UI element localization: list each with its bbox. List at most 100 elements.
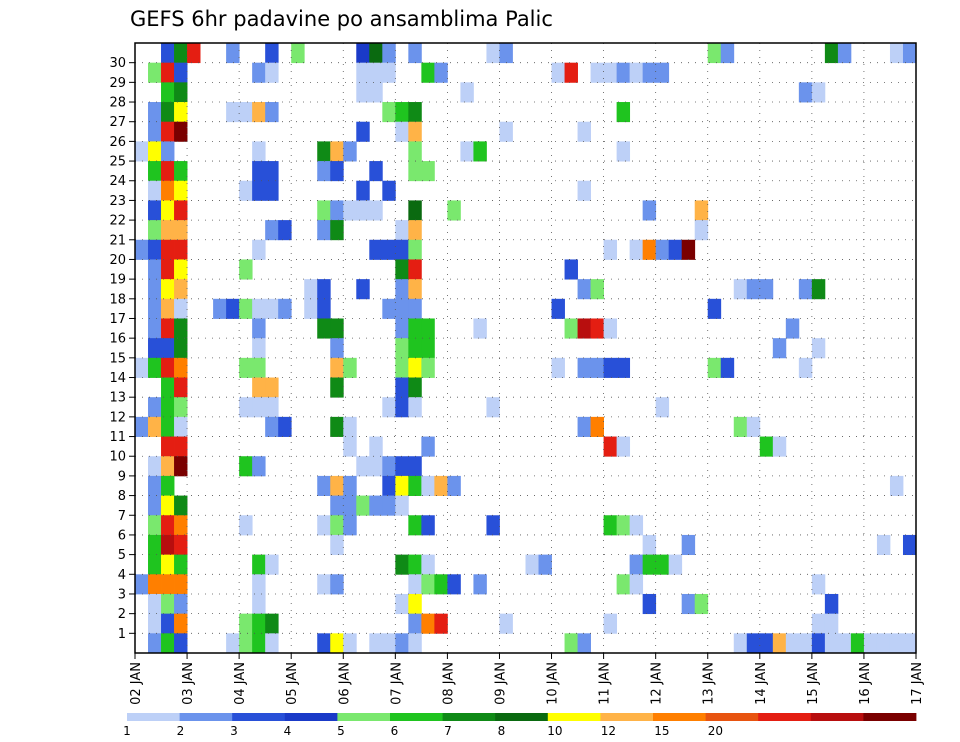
heatmap-cell — [720, 43, 735, 64]
y-tick-label: 11 — [109, 430, 126, 445]
colorbar-label: 1 — [123, 724, 131, 738]
heatmap-cell — [252, 338, 266, 359]
heatmap-cell — [421, 436, 435, 457]
heatmap-cell — [174, 298, 188, 319]
x-tick-label: 13 JAN — [702, 662, 717, 705]
colorbar-swatch — [653, 713, 706, 721]
heatmap-cell — [148, 475, 162, 496]
heatmap-cell — [161, 436, 175, 457]
heatmap-cell — [278, 416, 292, 437]
colorbar-label: 10 — [547, 724, 562, 738]
heatmap-cell — [590, 318, 604, 339]
colorbar-swatch — [547, 713, 601, 721]
heatmap-cell — [408, 259, 422, 280]
heatmap-cell — [642, 239, 657, 260]
heatmap-cell — [798, 82, 813, 103]
heatmap-cell — [447, 475, 461, 496]
heatmap-cell — [174, 220, 188, 241]
x-tick-label: 08 JAN — [441, 662, 456, 705]
heatmap-cell — [174, 613, 188, 634]
heatmap-cell — [421, 318, 435, 339]
heatmap-cell — [616, 357, 631, 378]
heatmap-cell — [421, 161, 435, 182]
heatmap-cell — [174, 338, 188, 359]
heatmap-cell — [161, 377, 175, 398]
heatmap-cell — [304, 279, 318, 300]
heatmap-cell — [174, 279, 188, 300]
heatmap-cell — [681, 593, 696, 615]
heatmap-cell — [655, 397, 670, 418]
heatmap-cell — [265, 180, 279, 201]
heatmap-cell — [369, 239, 383, 260]
heatmap-cell — [642, 554, 657, 575]
y-tick-label: 25 — [109, 155, 126, 170]
heatmap-cell — [265, 554, 279, 575]
heatmap-cell — [174, 62, 188, 83]
heatmap-cell — [226, 298, 240, 319]
heatmap-cell — [174, 416, 188, 437]
heatmap-cell — [356, 180, 370, 201]
heatmap-cell — [408, 239, 422, 260]
y-tick-label: 26 — [109, 135, 126, 150]
heatmap-cell — [161, 259, 175, 280]
heatmap-cell — [148, 62, 162, 83]
heatmap-cell — [460, 82, 474, 103]
heatmap-cell — [174, 495, 188, 516]
heatmap-cell — [174, 161, 188, 182]
heatmap-cell — [824, 613, 839, 634]
x-tick-label: 14 JAN — [754, 662, 769, 705]
heatmap-cell — [356, 200, 370, 221]
heatmap-cell — [239, 613, 253, 634]
heatmap-cell — [148, 298, 162, 319]
heatmap-cell — [395, 357, 409, 378]
heatmap-cell — [408, 633, 422, 654]
heatmap-cell — [330, 534, 344, 556]
colorbar-swatch — [863, 713, 917, 721]
colorbar-legend: 1 2 3 4 5 6 7 8 10 12 15 20 — [123, 713, 917, 738]
heatmap-cell — [330, 141, 344, 162]
heatmap-cells — [135, 43, 917, 654]
heatmap-cell — [252, 357, 266, 378]
heatmap-cell — [161, 62, 175, 83]
heatmap-cell — [148, 397, 162, 418]
colorbar-label: 7 — [444, 724, 452, 738]
heatmap-cell — [668, 239, 683, 260]
heatmap-cell — [499, 121, 513, 142]
heatmap-cell — [330, 633, 344, 654]
heatmap-cell — [395, 239, 409, 260]
colorbar-swatch — [810, 713, 864, 721]
y-tick-label: 24 — [109, 174, 126, 189]
plot-frame — [134, 42, 917, 654]
heatmap-cell — [265, 220, 279, 241]
heatmap-cell — [174, 633, 188, 654]
colorbar-swatch — [758, 713, 812, 721]
heatmap-cell — [408, 593, 422, 615]
heatmap-cell — [395, 121, 409, 142]
heatmap-cell — [161, 515, 175, 536]
heatmap-cell — [148, 239, 162, 260]
heatmap-cell — [577, 416, 591, 437]
heatmap-cell — [408, 161, 422, 182]
heatmap-cell — [759, 279, 774, 300]
heatmap-cell — [278, 220, 292, 241]
x-tick-label: 15 JAN — [806, 662, 821, 705]
heatmap-cell — [174, 43, 188, 64]
heatmap-cell — [772, 338, 787, 359]
heatmap-cell — [343, 436, 357, 457]
heatmap-cell — [174, 534, 188, 556]
heatmap-cell — [395, 397, 409, 418]
heatmap-cell — [304, 298, 318, 319]
heatmap-cell — [408, 554, 422, 575]
heatmap-cell — [681, 534, 696, 556]
heatmap-cell — [408, 338, 422, 359]
heatmap-cell — [174, 397, 188, 418]
heatmap-cell — [174, 259, 188, 280]
heatmap-cell — [382, 475, 396, 496]
heatmap-cell — [330, 416, 344, 437]
heatmap-cell — [356, 279, 370, 300]
heatmap-cell — [382, 43, 396, 64]
heatmap-cell — [824, 43, 839, 64]
heatmap-cell — [434, 574, 448, 595]
heatmap-cell — [265, 613, 279, 634]
heatmap-cell — [356, 82, 370, 103]
